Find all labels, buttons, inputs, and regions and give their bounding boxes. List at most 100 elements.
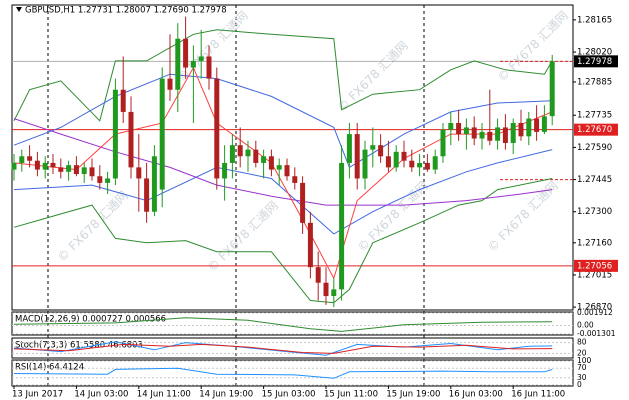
candle-body bbox=[549, 61, 555, 117]
candle-body bbox=[89, 167, 95, 177]
y-tick-label: 1.27735 bbox=[577, 111, 612, 121]
candle-body bbox=[268, 156, 274, 170]
candle-body bbox=[432, 156, 438, 170]
stoch-frame bbox=[11, 337, 574, 359]
candle-body bbox=[206, 56, 212, 79]
candle-body bbox=[401, 151, 407, 161]
candle-body bbox=[175, 38, 181, 90]
panel-tick-label: 70 bbox=[577, 363, 587, 372]
panel-tick-label: 100 bbox=[577, 356, 592, 365]
level-label: 1.27670 bbox=[577, 125, 612, 135]
panel-line bbox=[13, 367, 553, 379]
candle-body bbox=[136, 167, 142, 179]
candle-body bbox=[541, 116, 547, 132]
candle-body bbox=[214, 78, 220, 179]
candle-body bbox=[19, 156, 25, 163]
candle-body bbox=[417, 162, 423, 168]
candle-body bbox=[97, 176, 103, 183]
y-tick-label: 1.27300 bbox=[577, 207, 612, 217]
x-tick-label: 15 Jun 11:00 bbox=[324, 390, 378, 400]
indicator-line bbox=[13, 29, 553, 122]
candle-body bbox=[463, 127, 469, 135]
panel-line bbox=[13, 317, 553, 332]
x-tick-label: 14 Jun 11:00 bbox=[137, 390, 191, 400]
candle-body bbox=[534, 118, 540, 132]
chart-title: GBPUSD,H1 1.27731 1.28007 1.27690 1.2797… bbox=[25, 6, 227, 16]
panel-tick-label: 30 bbox=[577, 373, 587, 382]
symbol-icon bbox=[16, 7, 22, 12]
candle-body bbox=[58, 167, 64, 172]
main-frame bbox=[11, 4, 574, 311]
level-label-box bbox=[574, 123, 618, 136]
candle-body bbox=[510, 123, 516, 143]
y-tick-label: 1.28020 bbox=[577, 48, 612, 58]
candle-body bbox=[346, 134, 352, 163]
candle-body bbox=[183, 38, 189, 68]
x-tick-label: 15 Jun 03:00 bbox=[262, 390, 316, 400]
candle-body bbox=[518, 123, 524, 137]
candle-body bbox=[66, 165, 72, 172]
y-tick-label: 1.27445 bbox=[577, 175, 612, 185]
candle-body bbox=[81, 167, 87, 175]
panel-tick-label: 80 bbox=[577, 338, 587, 347]
level-label-box bbox=[574, 259, 618, 272]
candle-body bbox=[112, 89, 118, 179]
candle-body bbox=[362, 149, 368, 179]
candle-body bbox=[370, 145, 376, 150]
candle-body bbox=[393, 151, 399, 168]
candle-body bbox=[73, 165, 79, 175]
candle-body bbox=[323, 282, 329, 297]
candle-body bbox=[526, 118, 532, 137]
candle-body bbox=[245, 149, 251, 157]
candle-body bbox=[495, 127, 501, 141]
candle-body bbox=[34, 160, 40, 170]
candle-body bbox=[315, 267, 321, 283]
candle-body bbox=[198, 56, 204, 61]
candle-body bbox=[440, 129, 446, 157]
panel-tick-label: -0.001301 bbox=[577, 329, 616, 338]
panel-tick-label: 20 bbox=[577, 348, 587, 357]
x-tick-label: 13 Jun 2017 bbox=[12, 390, 63, 400]
candle-body bbox=[27, 156, 33, 161]
candle-body bbox=[276, 165, 282, 170]
indicator-line bbox=[13, 118, 553, 206]
panel-label: Stoch(7,3,3) 61.5580 46.6803 bbox=[15, 341, 143, 351]
y-tick-label: 1.27015 bbox=[577, 270, 612, 280]
candle-body bbox=[50, 162, 56, 168]
candle-body bbox=[128, 111, 134, 168]
candle-body bbox=[222, 162, 228, 179]
indicator-line bbox=[13, 149, 553, 235]
candle-body bbox=[144, 178, 150, 212]
level-label: 1.27056 bbox=[577, 261, 612, 271]
price-label: 1.27978 bbox=[577, 57, 612, 67]
panel-line bbox=[13, 341, 553, 356]
candle-body bbox=[448, 123, 454, 130]
rsi-frame bbox=[11, 359, 574, 387]
y-tick-label: 1.27590 bbox=[577, 143, 612, 153]
y-tick-label: 1.27885 bbox=[577, 77, 612, 87]
candle-body bbox=[502, 127, 508, 143]
panel-line bbox=[13, 343, 553, 354]
candle-body bbox=[159, 78, 165, 190]
candle-body bbox=[253, 149, 259, 163]
candle-body bbox=[479, 131, 485, 139]
x-tick-label: 15 Jun 19:00 bbox=[386, 390, 440, 400]
candle-body bbox=[409, 160, 415, 168]
candle-body bbox=[339, 162, 345, 290]
panel-tick-label: 0.00 bbox=[577, 320, 594, 329]
candle-body bbox=[105, 178, 111, 183]
candle-body bbox=[471, 127, 477, 139]
y-tick-label: 1.27160 bbox=[577, 238, 612, 248]
candle-body bbox=[487, 131, 493, 141]
candle-body bbox=[292, 176, 298, 183]
candle-body bbox=[300, 182, 306, 223]
candle-body bbox=[237, 145, 243, 157]
candle-body bbox=[11, 162, 17, 170]
panel-tick-label: 0.001912 bbox=[577, 308, 613, 317]
y-tick-label: 1.28165 bbox=[577, 15, 612, 25]
candle-body bbox=[151, 156, 157, 212]
x-tick-label: 14 Jun 19:00 bbox=[199, 390, 253, 400]
candle-body bbox=[307, 222, 313, 268]
candle-body bbox=[378, 145, 384, 157]
